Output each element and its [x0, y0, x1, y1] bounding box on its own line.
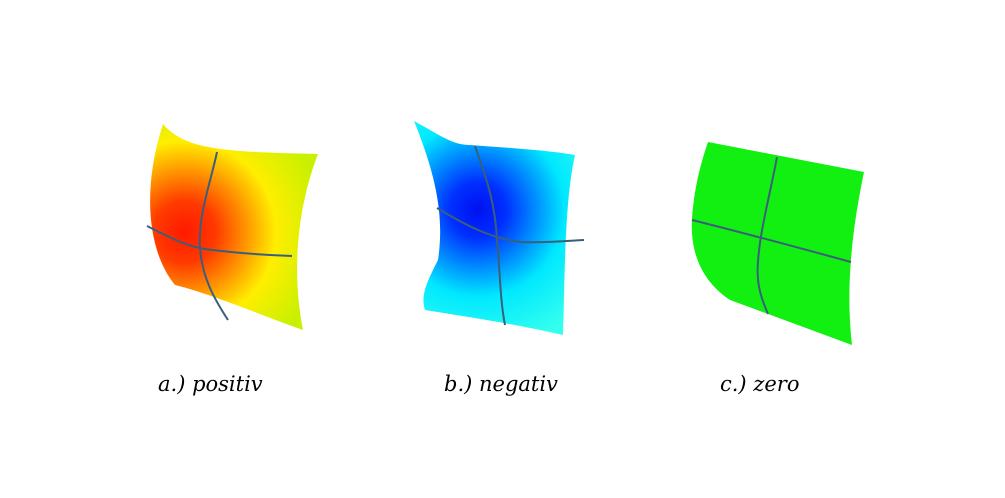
grid-line-zero-vertical	[756, 156, 778, 315]
grid-line-negative-vertical	[474, 145, 506, 326]
surface-negative-patch	[414, 121, 575, 335]
grid-line-positive-horizontal	[146, 225, 293, 257]
surface-negative	[414, 121, 585, 335]
surface-zero-patch	[691, 142, 864, 345]
surface-zero	[691, 142, 864, 345]
grid-line-negative-horizontal	[436, 207, 585, 244]
caption-zero: c.) zero	[720, 372, 800, 396]
surface-positive	[146, 124, 318, 330]
caption-negative: b.) negativ	[444, 372, 558, 396]
caption-positive: a.) positiv	[158, 372, 263, 396]
grid-line-zero-horizontal	[691, 219, 852, 263]
surface-positive-patch	[150, 124, 318, 330]
